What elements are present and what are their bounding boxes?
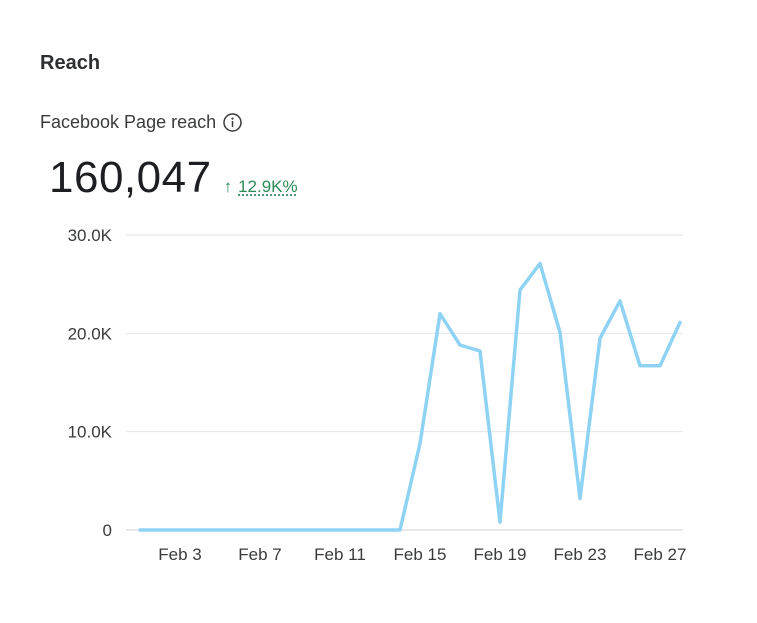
y-tick-label: 20.0K [68, 324, 113, 343]
data-point[interactable] [534, 258, 546, 270]
delta-value[interactable]: 12.9K% [238, 177, 298, 196]
data-point[interactable] [134, 524, 146, 536]
data-point[interactable] [354, 524, 366, 536]
section-title: Reach [40, 52, 101, 74]
data-point[interactable] [414, 437, 426, 449]
data-point[interactable] [574, 493, 586, 505]
data-point[interactable] [494, 516, 506, 528]
data-point[interactable] [614, 295, 626, 307]
data-point[interactable] [294, 524, 306, 536]
data-point[interactable] [234, 524, 246, 536]
x-tick-label: Feb 11 [314, 545, 366, 564]
metric-value-row: 160,047 ↑ 12.9K% [49, 153, 298, 203]
x-tick-label: Feb 27 [634, 545, 687, 564]
x-tick-label: Feb 7 [238, 545, 281, 564]
data-point[interactable] [474, 345, 486, 357]
metric-header: Facebook Page reach [40, 112, 242, 133]
data-point[interactable] [314, 524, 326, 536]
data-point[interactable] [634, 360, 646, 372]
series-line-reach [138, 261, 682, 532]
y-tick-label: 10.0K [68, 423, 113, 442]
data-point[interactable] [194, 524, 206, 536]
x-tick-label: Feb 3 [158, 545, 201, 564]
x-tick-label: Feb 19 [474, 545, 527, 564]
x-tick-label: Feb 15 [394, 545, 447, 564]
y-tick-label: 30.0K [68, 226, 113, 245]
data-point[interactable] [594, 332, 606, 344]
y-tick-label: 0 [103, 521, 112, 540]
metric-label: Facebook Page reach [40, 112, 217, 132]
data-point[interactable] [654, 360, 666, 372]
x-tick-label: Feb 23 [554, 545, 607, 564]
data-point[interactable] [154, 524, 166, 536]
data-point[interactable] [454, 339, 466, 351]
data-point[interactable] [214, 524, 226, 536]
data-point[interactable] [374, 524, 386, 536]
data-point[interactable] [554, 326, 566, 338]
data-point[interactable] [674, 317, 686, 329]
data-point[interactable] [274, 524, 286, 536]
data-point[interactable] [334, 524, 346, 536]
data-point[interactable] [254, 524, 266, 536]
arrow-up-icon: ↑ [223, 177, 233, 196]
info-circle-icon[interactable] [223, 113, 242, 132]
metric-value: 160,047 [49, 153, 212, 202]
data-point[interactable] [174, 524, 186, 536]
data-point[interactable] [514, 284, 526, 296]
delta-badge: ↑ 12.9K% [224, 177, 298, 197]
data-point[interactable] [394, 524, 406, 536]
data-point[interactable] [434, 308, 446, 320]
